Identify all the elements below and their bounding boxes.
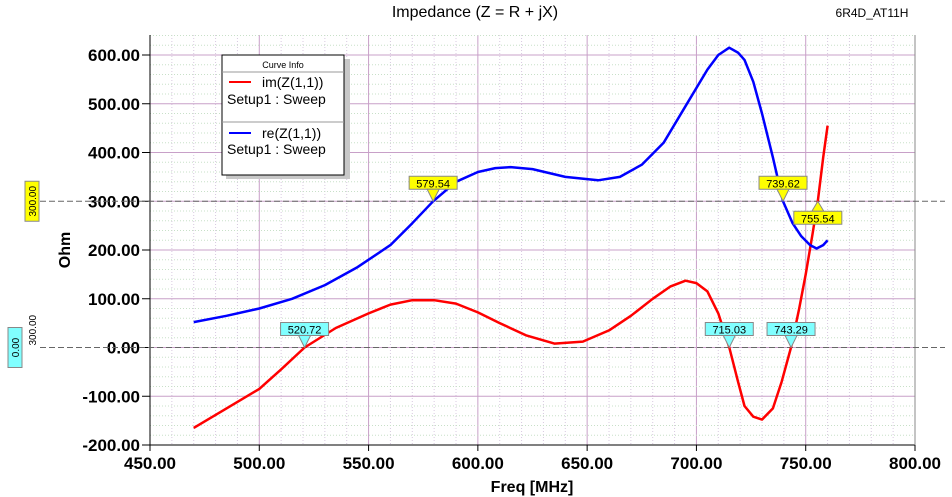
- x-tick-label: 500.00: [233, 454, 285, 473]
- marker-triangle: [297, 335, 312, 349]
- marker-triangle: [776, 188, 790, 203]
- y-axis-label: Ohm: [57, 232, 74, 268]
- marker[interactable]: 579.54: [408, 175, 458, 203]
- marker-label: 579.54: [416, 178, 450, 190]
- reference-line-label-box: [24, 180, 40, 222]
- x-tick-label: 650.00: [561, 454, 613, 473]
- reference-lines: 300.00 0.00 300.00: [7, 180, 945, 368]
- legend-entry-im: im(Z(1,1)): [262, 74, 323, 90]
- markers: 579.54 739.62 755.54 520.72 715.03 743.29: [280, 175, 843, 349]
- curves: [193, 46, 829, 429]
- y-tick-label: 100.00: [88, 290, 140, 309]
- y-tick-label: -100.00: [82, 387, 140, 406]
- x-tick-label: 550.00: [343, 454, 395, 473]
- corner-label: 6R4D_AT11H: [836, 6, 909, 20]
- marker-triangle: [784, 335, 798, 349]
- legend-title: Curve Info: [262, 60, 304, 70]
- marker-label: 755.54: [801, 213, 835, 225]
- marker[interactable]: 715.03: [704, 322, 754, 349]
- x-tick-label: 700.00: [670, 454, 722, 473]
- x-tick-label: 600.00: [452, 454, 504, 473]
- y-tick-label: -200.00: [82, 436, 140, 455]
- curve-im: [193, 125, 829, 429]
- reference-line-label-box: [7, 327, 23, 368]
- marker-triangle: [810, 200, 825, 212]
- marker-box: [793, 210, 843, 225]
- x-tick-label: 450.00: [124, 454, 176, 473]
- legend-sub-im: Setup1 : Sweep: [227, 91, 326, 107]
- x-tick-label: 750.00: [780, 454, 832, 473]
- chart-title: Impedance (Z = R + jX): [392, 4, 558, 21]
- y-tick-label: 400.00: [88, 144, 140, 163]
- marker[interactable]: 755.54: [793, 200, 843, 225]
- marker-label: 715.03: [712, 325, 746, 337]
- marker[interactable]: 743.29: [766, 322, 816, 349]
- y-tick-label: 500.00: [88, 95, 140, 114]
- y-tick-label: 600.00: [88, 46, 140, 65]
- marker-triangle: [722, 335, 737, 349]
- legend[interactable]: Curve Info im(Z(1,1)) Setup1 : Sweep re(…: [221, 54, 350, 179]
- marker-triangle: [426, 188, 440, 203]
- reference-line-label: 300.00: [28, 186, 39, 217]
- x-tick-label: 800.00: [889, 454, 941, 473]
- legend-entry-re: re(Z(1,1)): [262, 125, 321, 141]
- marker[interactable]: 520.72: [280, 322, 330, 349]
- marker-label: 739.62: [766, 178, 800, 190]
- axes: -200.00-100.000.00100.00200.00300.00400.…: [82, 35, 941, 473]
- marker[interactable]: 739.62: [758, 175, 808, 203]
- y-tick-label: 200.00: [88, 241, 140, 260]
- reference-line-label: 0.00: [11, 337, 22, 357]
- legend-sub-re: Setup1 : Sweep: [227, 141, 326, 157]
- marker-label: 520.72: [288, 325, 322, 337]
- reference-line-sublabel: 300.00: [28, 314, 39, 345]
- x-axis-label: Freq [MHz]: [491, 479, 574, 496]
- marker-label: 743.29: [774, 325, 808, 337]
- curve-re: [193, 46, 829, 324]
